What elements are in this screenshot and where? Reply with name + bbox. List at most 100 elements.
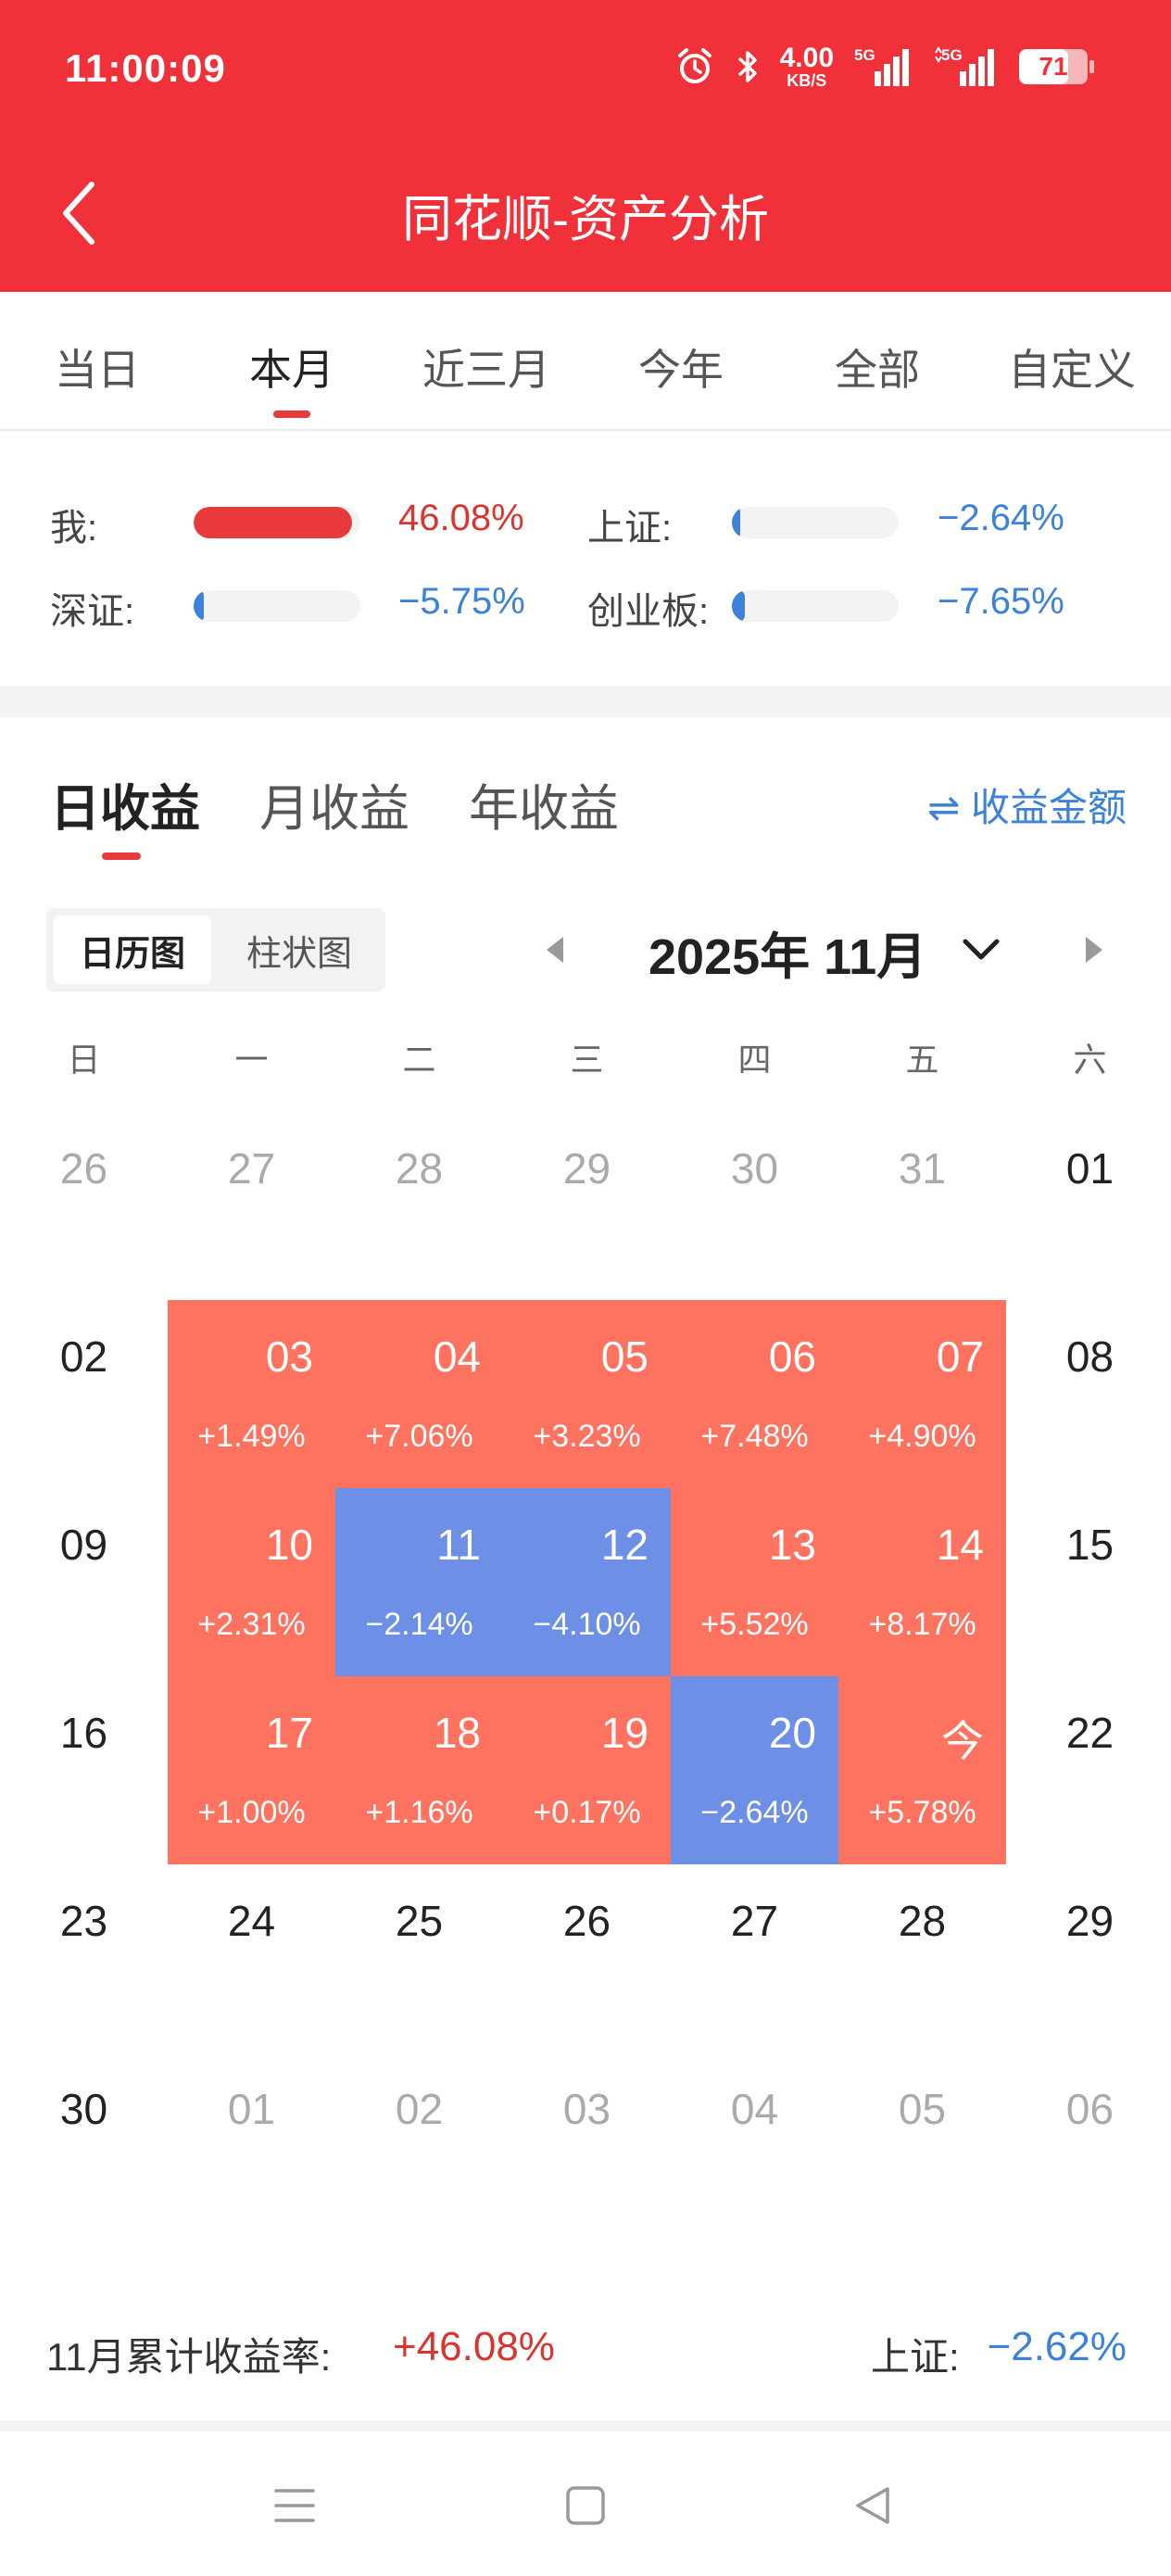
profit-amount-toggle[interactable]: ⇌ 收益金额 (927, 786, 1127, 829)
calendar-day-number: 03 (562, 2085, 611, 2133)
weekday-label: 四 (737, 1041, 772, 1079)
calendar-day-trade[interactable]: 20 −2.64% (671, 1676, 838, 1864)
calendar-day[interactable]: 26 (503, 1864, 671, 2052)
calendar-day-return: +8.17% (868, 1607, 976, 1642)
calendar-day[interactable]: 03 (503, 2052, 671, 2241)
compare-value: 46.08% (398, 498, 524, 538)
calendar-day[interactable]: 26 (0, 1112, 168, 1300)
compare-bar-fill (194, 507, 352, 538)
tab-this-year[interactable]: 今年 (584, 336, 778, 398)
compare-mine: 我: 46.08% (50, 488, 532, 549)
tab-label: 近三月 (422, 346, 550, 394)
calendar-day-number: 01 (227, 2085, 276, 2133)
calendar-day[interactable]: 05 (838, 2052, 1006, 2241)
calendar-day[interactable]: 27 (168, 1112, 335, 1300)
calendar-day[interactable]: 01 (1006, 1112, 1171, 1300)
calendar-day-number: 26 (562, 1897, 611, 1945)
calendar-day-trade[interactable]: 今 +5.78% (838, 1676, 1006, 1864)
back-triangle-icon (856, 2487, 889, 2524)
tab-custom[interactable]: 自定义 (975, 336, 1169, 398)
calendar-day[interactable]: 27 (671, 1864, 838, 2052)
calendar-day[interactable]: 30 (671, 1112, 838, 1300)
compare-bar-track (194, 507, 360, 538)
month-dropdown-button[interactable] (958, 927, 1004, 973)
tab-last-three-months[interactable]: 近三月 (389, 336, 584, 398)
network-speed-unit: KB/S (787, 71, 827, 90)
compare-bar-fill (194, 590, 204, 622)
calendar-day-trade[interactable]: 17 +1.00% (168, 1676, 335, 1864)
tab-today[interactable]: 当日 (0, 336, 195, 398)
calendar-day[interactable]: 31 (838, 1112, 1006, 1300)
calendar-day-number: 31 (898, 1144, 947, 1193)
tab-monthly-profit[interactable]: 月收益 (259, 781, 409, 837)
calendar-day[interactable]: 09 (0, 1488, 168, 1676)
tab-daily-profit[interactable]: 日收益 (50, 781, 200, 837)
compare-shanghai: 上证: −2.64% (587, 488, 1106, 549)
calendar-day-trade[interactable]: 04 +7.06% (335, 1300, 503, 1488)
tab-this-month[interactable]: 本月 (195, 336, 389, 418)
calendar-day-number: 19 (600, 1709, 648, 1757)
calendar-view-button[interactable]: 日历图 (54, 915, 211, 984)
calendar-day-trade[interactable]: 14 +8.17% (838, 1488, 1006, 1676)
tab-all[interactable]: 全部 (780, 336, 975, 398)
calendar-day-number: 16 (59, 1709, 108, 1757)
bar-view-button[interactable]: 柱状图 (246, 934, 352, 974)
signal-icon-sim2: 5G (934, 45, 999, 88)
calendar-day-trade[interactable]: 19 +0.17% (503, 1676, 671, 1864)
tab-label: 当日 (55, 346, 140, 394)
calendar-day-number: 22 (1065, 1709, 1114, 1757)
calendar-day[interactable]: 16 (0, 1676, 168, 1864)
active-tab-indicator (273, 410, 310, 418)
calendar-day[interactable]: 29 (503, 1112, 671, 1300)
calendar-day-number: 27 (730, 1897, 779, 1945)
benchmark-comparison: 我: 46.08% 上证: −2.64% 深证: −5.75% 创业板: −7.… (0, 431, 1171, 686)
month-label[interactable]: 2025年 11月 (648, 929, 927, 985)
cumulative-return-label: 11月累计收益率: (46, 2335, 332, 2379)
calendar-day[interactable]: 08 (1006, 1300, 1171, 1488)
calendar-day-trade[interactable]: 13 +5.52% (671, 1488, 838, 1676)
calendar-day-trade[interactable]: 06 +7.48% (671, 1300, 838, 1488)
weekday-label: 六 (1073, 1041, 1107, 1079)
calendar-day-trade[interactable]: 12 −4.10% (503, 1488, 671, 1676)
triangle-right-icon (1086, 937, 1102, 963)
calendar-day[interactable]: 29 (1006, 1864, 1171, 2052)
calendar-day[interactable]: 04 (671, 2052, 838, 2241)
triangle-left-icon (547, 937, 563, 963)
calendar-day[interactable]: 25 (335, 1864, 503, 2052)
calendar-day-number: 30 (59, 2085, 108, 2133)
calendar-day[interactable]: 15 (1006, 1488, 1171, 1676)
calendar-day-trade[interactable]: 07 +4.90% (838, 1300, 1006, 1488)
calendar-day-trade[interactable]: 11 −2.14% (335, 1488, 503, 1676)
calendar-day[interactable]: 06 (1006, 2052, 1171, 2241)
next-month-button[interactable] (1075, 929, 1112, 970)
calendar-day[interactable]: 01 (168, 2052, 335, 2241)
calendar-day[interactable]: 24 (168, 1864, 335, 2052)
previous-month-button[interactable] (537, 929, 574, 970)
calendar-day-trade[interactable]: 05 +3.23% (503, 1300, 671, 1488)
calendar-day-return: +5.78% (868, 1795, 976, 1830)
calendar-day-number: 14 (936, 1521, 984, 1569)
tab-label: 全部 (835, 346, 920, 394)
calendar-day-number: 15 (1065, 1521, 1114, 1569)
menu-button[interactable] (267, 2478, 322, 2533)
calendar-day-trade[interactable]: 03 +1.49% (168, 1300, 335, 1488)
calendar-day[interactable]: 02 (335, 2052, 503, 2241)
cumulative-return-value: +46.08% (393, 2324, 555, 2369)
calendar-day-trade[interactable]: 10 +2.31% (168, 1488, 335, 1676)
calendar-day[interactable]: 22 (1006, 1676, 1171, 1864)
back-button[interactable] (46, 171, 111, 255)
home-button[interactable] (558, 2478, 613, 2533)
calendar-day[interactable]: 28 (838, 1864, 1006, 2052)
calendar-day[interactable]: 02 (0, 1300, 168, 1488)
back-nav-button[interactable] (845, 2478, 900, 2533)
calendar-day[interactable]: 28 (335, 1112, 503, 1300)
view-toggle: 日历图 柱状图 (46, 908, 385, 991)
calendar-day-trade[interactable]: 18 +1.16% (335, 1676, 503, 1864)
tab-yearly-profit[interactable]: 年收益 (469, 781, 619, 837)
calendar-day-number: 30 (730, 1144, 779, 1193)
calendar-day[interactable]: 30 (0, 2052, 168, 2241)
calendar-day-number: 08 (1065, 1332, 1114, 1381)
calendar-day[interactable]: 23 (0, 1864, 168, 2052)
calendar-day-number: 09 (59, 1521, 108, 1569)
status-bar: 11:00:09 4.00 KB/S 5G 5G (0, 0, 1171, 139)
